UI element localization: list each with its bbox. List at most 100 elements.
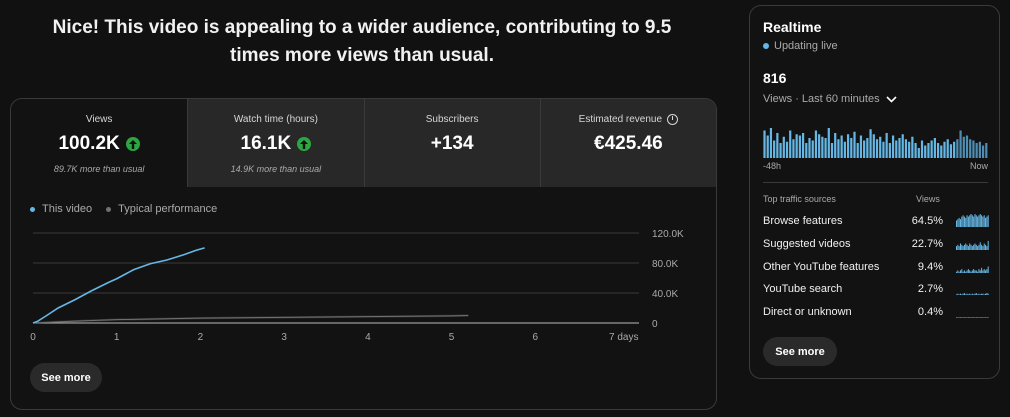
series-typical-line xyxy=(32,315,469,324)
sparkline-bar xyxy=(967,245,969,250)
sparkline-bar xyxy=(979,214,981,227)
realtime-period-dropdown[interactable]: Views · Last 60 minutes xyxy=(763,93,897,105)
sparkline-bar xyxy=(963,244,965,250)
sparkline-bar xyxy=(970,244,972,250)
realtime-period-label: Views · Last 60 minutes xyxy=(763,93,880,105)
sparkline-bar xyxy=(956,294,958,296)
sparkline-bar xyxy=(978,317,980,319)
sparkline-bar xyxy=(977,216,979,227)
sparkline-bar xyxy=(978,215,980,227)
legend-typical: Typical performance xyxy=(106,203,217,215)
sparkline-bar xyxy=(973,244,975,250)
sparkline-bar xyxy=(973,216,975,227)
sparkline-bar xyxy=(961,294,963,296)
sparkline-bar xyxy=(961,244,963,250)
x-tick-label: 4 xyxy=(365,332,371,343)
sparkline-bar xyxy=(965,294,967,296)
metric-tabs: Views 100.2K 89.7K more than usual Watch… xyxy=(11,99,716,187)
metric-tab-revenue[interactable]: Estimated revenue €425.46 xyxy=(539,99,716,187)
sparkline-bar xyxy=(967,268,969,273)
sparkline-bar xyxy=(956,245,958,250)
y-tick-label: 80.0K xyxy=(652,259,678,270)
realtime-bar-chart xyxy=(763,128,988,158)
sparkline-bar xyxy=(973,317,975,319)
realtime-bar xyxy=(834,133,837,158)
sparkline-bar xyxy=(957,244,959,250)
sparkline-bar xyxy=(981,215,983,227)
realtime-bar xyxy=(856,143,859,158)
realtime-bar xyxy=(769,128,773,158)
sparkline-bar xyxy=(959,243,961,250)
realtime-bar xyxy=(981,145,985,158)
sparkline-bar xyxy=(983,243,985,250)
sparkline-bar xyxy=(969,243,971,250)
realtime-bar xyxy=(949,144,953,158)
sparkline-bar xyxy=(981,294,983,296)
see-more-button[interactable]: See more xyxy=(30,363,102,392)
sparkline-bar xyxy=(987,240,989,250)
sparkline-bar xyxy=(959,294,961,296)
sparkline-bar xyxy=(975,244,977,250)
realtime-bar xyxy=(924,145,927,158)
sparkline-bar xyxy=(961,268,963,273)
metric-value: +134 xyxy=(365,133,540,155)
sparkline-bar xyxy=(969,215,971,227)
axis-start: -48h xyxy=(763,161,782,171)
realtime-bar xyxy=(782,136,785,158)
sparkline-bar xyxy=(958,245,960,250)
realtime-bar xyxy=(904,139,908,158)
metric-value: 16.1K xyxy=(188,133,363,155)
metric-tab-views[interactable]: Views 100.2K 89.7K more than usual xyxy=(11,99,188,187)
realtime-bar xyxy=(930,140,933,158)
sparkline-bar xyxy=(962,294,964,296)
legend-dot-this-video xyxy=(30,206,35,212)
metric-value: 100.2K xyxy=(11,133,187,155)
sparkline-bar xyxy=(957,317,959,319)
realtime-title: Realtime xyxy=(763,19,822,35)
metric-value-text: €425.46 xyxy=(594,133,663,154)
source-sparkline xyxy=(956,317,989,319)
sparkline-bar xyxy=(978,268,980,273)
realtime-bar xyxy=(850,138,853,158)
realtime-bar xyxy=(866,138,869,158)
realtime-bar xyxy=(943,141,946,158)
realtime-bar xyxy=(936,143,940,158)
sparkline-bar xyxy=(983,317,985,319)
realtime-bar xyxy=(882,141,885,158)
realtime-bar xyxy=(985,143,988,158)
realtime-bar xyxy=(859,135,863,158)
sparkline-bar xyxy=(961,317,963,319)
realtime-bar xyxy=(821,136,824,158)
sparkline-bar xyxy=(956,271,958,273)
sparkline-bar xyxy=(963,293,965,296)
performance-card: Views 100.2K 89.7K more than usual Watch… xyxy=(10,98,717,410)
realtime-bar xyxy=(818,134,821,158)
metric-tab-watch-time[interactable]: Watch time (hours) 16.1K 14.9K more than… xyxy=(187,99,364,187)
sparkline-bar xyxy=(963,269,965,273)
divider xyxy=(763,182,988,183)
realtime-bar xyxy=(898,138,901,158)
sparkline-bar xyxy=(987,317,989,319)
sparkline-bar xyxy=(982,294,984,296)
x-tick-label: 6 xyxy=(533,332,539,343)
legend-this-video: This video xyxy=(30,203,92,215)
realtime-bar xyxy=(920,140,924,158)
realtime-bar xyxy=(798,135,801,158)
realtime-bar xyxy=(766,135,769,158)
see-more-button[interactable]: See more xyxy=(763,337,837,366)
sparkline-bar xyxy=(967,294,969,296)
sparkline-bar xyxy=(965,243,967,250)
sparkline-bar xyxy=(961,216,963,227)
headline: Nice! This video is appealing to a wider… xyxy=(52,17,672,66)
sparkline-bar xyxy=(966,269,968,273)
sparkline-bar xyxy=(969,317,971,319)
series-this-video-line xyxy=(32,247,205,324)
sparkline-bar xyxy=(982,216,984,227)
metric-tab-subscribers[interactable]: Subscribers +134 xyxy=(363,99,540,187)
realtime-count: 816 xyxy=(763,70,787,86)
sparkline-bar xyxy=(986,268,988,273)
realtime-bar xyxy=(972,140,975,158)
col-header-views: Views xyxy=(916,194,940,204)
realtime-bar xyxy=(779,143,782,158)
realtime-bar xyxy=(908,141,911,158)
